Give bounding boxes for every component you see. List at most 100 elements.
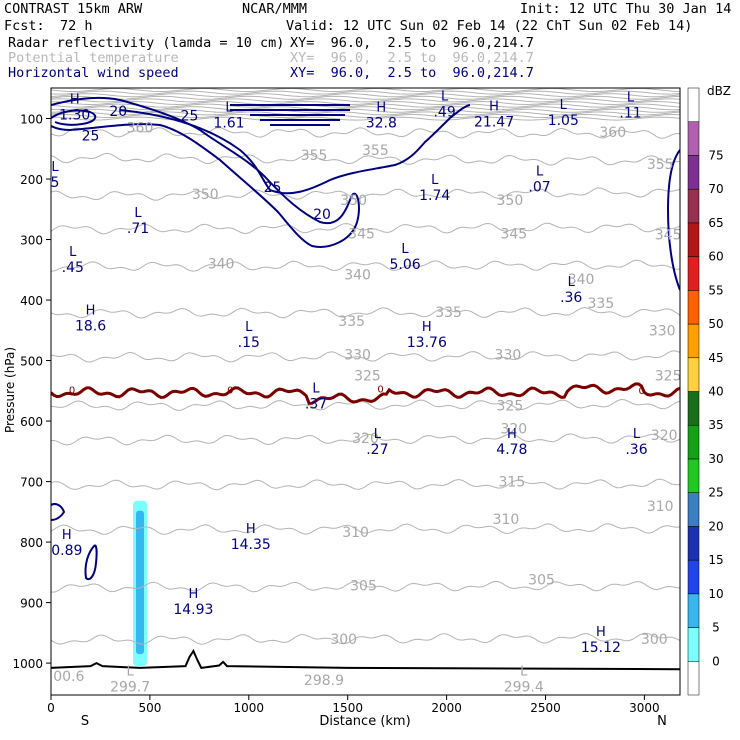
colorbar-tick-label: 65: [708, 216, 723, 230]
theta-contour-300: [51, 632, 680, 645]
extremum-value: 14.93: [173, 602, 213, 618]
theta-label: 350: [497, 193, 524, 209]
theta-label: 345: [348, 226, 375, 242]
theta-contour-355: [51, 152, 680, 166]
wind-speed-contour: [51, 109, 97, 126]
y-tick-label: 400: [20, 294, 43, 308]
extremum-marker: H: [422, 320, 432, 335]
extremum-marker: H: [86, 304, 96, 319]
theta-label: 330: [495, 347, 522, 363]
theta-label: 330: [344, 347, 371, 363]
field-theta-name: Potential temperature: [8, 50, 179, 66]
x-end-label-north: N: [657, 714, 667, 729]
extremum-value: 1.74: [419, 188, 450, 204]
theta-label: 320: [651, 428, 678, 444]
wind-label: 25: [181, 108, 199, 124]
colorbar-swatch: [687, 526, 700, 561]
theta-contour-325: [51, 398, 680, 411]
extremum-marker: L: [312, 382, 320, 397]
theta-label: 355: [301, 148, 328, 164]
colorbar-swatch: [687, 424, 700, 460]
theta-contour-upper: [51, 90, 680, 95]
colorbar-tick-label: 30: [708, 452, 723, 466]
colorbar-tick-label: 70: [708, 182, 723, 196]
theta-label: 310: [493, 512, 520, 528]
valid-time: Valid: 12 UTC Sun 02 Feb 14 (22 ChT Sun …: [286, 18, 693, 34]
extremum-value: .36: [560, 290, 582, 306]
extremum-marker: L: [441, 89, 449, 104]
theta-label: 300: [330, 632, 357, 648]
theta-label: 340: [568, 272, 595, 288]
freezing-level-line: [51, 382, 680, 405]
init-time: Init: 12 UTC Thu 30 Jan 14: [520, 1, 732, 17]
extremum-value: .71: [127, 221, 149, 237]
theta-contour-upper: [51, 116, 680, 121]
y-tick-label: 800: [20, 536, 43, 550]
field-wind-name: Horizontal wind speed: [8, 65, 179, 81]
theta-contour-upper: [51, 88, 680, 92]
extremum-marker: L: [134, 206, 142, 221]
extremum-value: .07: [528, 179, 550, 195]
theta-label: 310: [342, 525, 369, 541]
forecast-label: Fcst:: [4, 18, 45, 34]
colorbar-unit: dBZ: [707, 84, 731, 98]
theta-label: 355: [647, 157, 674, 173]
wind-label: 20: [313, 207, 331, 223]
terrain-line: [51, 648, 680, 671]
x-tick-label: 0: [47, 701, 55, 715]
theta-label: 310: [647, 499, 674, 515]
theta-contour-360: [51, 127, 680, 139]
extremum-marker: H: [489, 100, 499, 115]
colorbar-tick-label: 35: [708, 418, 723, 432]
theta-label: 335: [588, 296, 615, 312]
theta-label: 300: [641, 632, 668, 648]
plot-frame: [50, 87, 681, 696]
theta-label: 315: [499, 475, 526, 491]
field-reflectivity-name: Radar reflectivity (lamda = 10 cm): [8, 35, 285, 51]
wind-speed-contour: [84, 544, 98, 581]
y-tick-label: 100: [20, 113, 43, 127]
extremum-marker: L: [225, 100, 233, 115]
theta-contour-upper: [51, 111, 680, 116]
colorbar-tick-label: 10: [708, 587, 723, 601]
theta-label: 355: [362, 143, 389, 159]
extremum-value: 00.6: [53, 669, 84, 685]
colorbar-swatch: [687, 593, 700, 628]
x-end-label-south: S: [81, 714, 89, 729]
x-tick-label: 1000: [234, 701, 265, 715]
theta-label: 325: [655, 369, 682, 385]
colorbar-tick-label: 40: [708, 385, 723, 399]
extremum-marker: L: [69, 245, 77, 260]
extremum-value: 1.61: [213, 115, 244, 131]
wind-label: 25: [82, 128, 100, 144]
extremum-value: .11: [619, 106, 641, 122]
theta-label: 325: [354, 369, 381, 385]
theta-label: 350: [340, 193, 367, 209]
wind-speed-contour: [666, 149, 680, 291]
colorbar-tick-label: 0: [712, 654, 720, 668]
x-tick-label: 1500: [332, 701, 363, 715]
y-tick-label: 500: [20, 355, 43, 369]
colorbar-swatch: [687, 492, 700, 527]
colorbar-swatch: [687, 155, 700, 190]
theta-label: 335: [435, 305, 462, 321]
extremum-value: 0.89: [51, 543, 82, 559]
extremum-marker: H: [62, 528, 72, 543]
y-tick-label: 600: [20, 415, 43, 429]
theta-label: 335: [338, 314, 365, 330]
extremum-value: .45: [62, 260, 84, 276]
extremum-marker: H: [507, 427, 517, 442]
x-tick-label: 500: [138, 701, 161, 715]
extremum-marker: H: [189, 587, 199, 602]
theta-contour-345: [51, 222, 680, 235]
extremum-value: 4.78: [496, 442, 527, 458]
extremum-value: 15.12: [581, 640, 621, 656]
extremum-value: 299.4: [504, 679, 544, 695]
theta-label: 325: [497, 398, 524, 414]
extremum-marker: L: [431, 173, 439, 188]
field-reflectivity-xy: XY= 96.0, 2.5 to 96.0,214.7: [290, 35, 534, 51]
colorbar-swatch: [687, 357, 700, 392]
colorbar-tick-label: 50: [708, 317, 723, 331]
extremum-value: 14.35: [231, 537, 271, 553]
theta-contour-upper: [51, 103, 680, 108]
